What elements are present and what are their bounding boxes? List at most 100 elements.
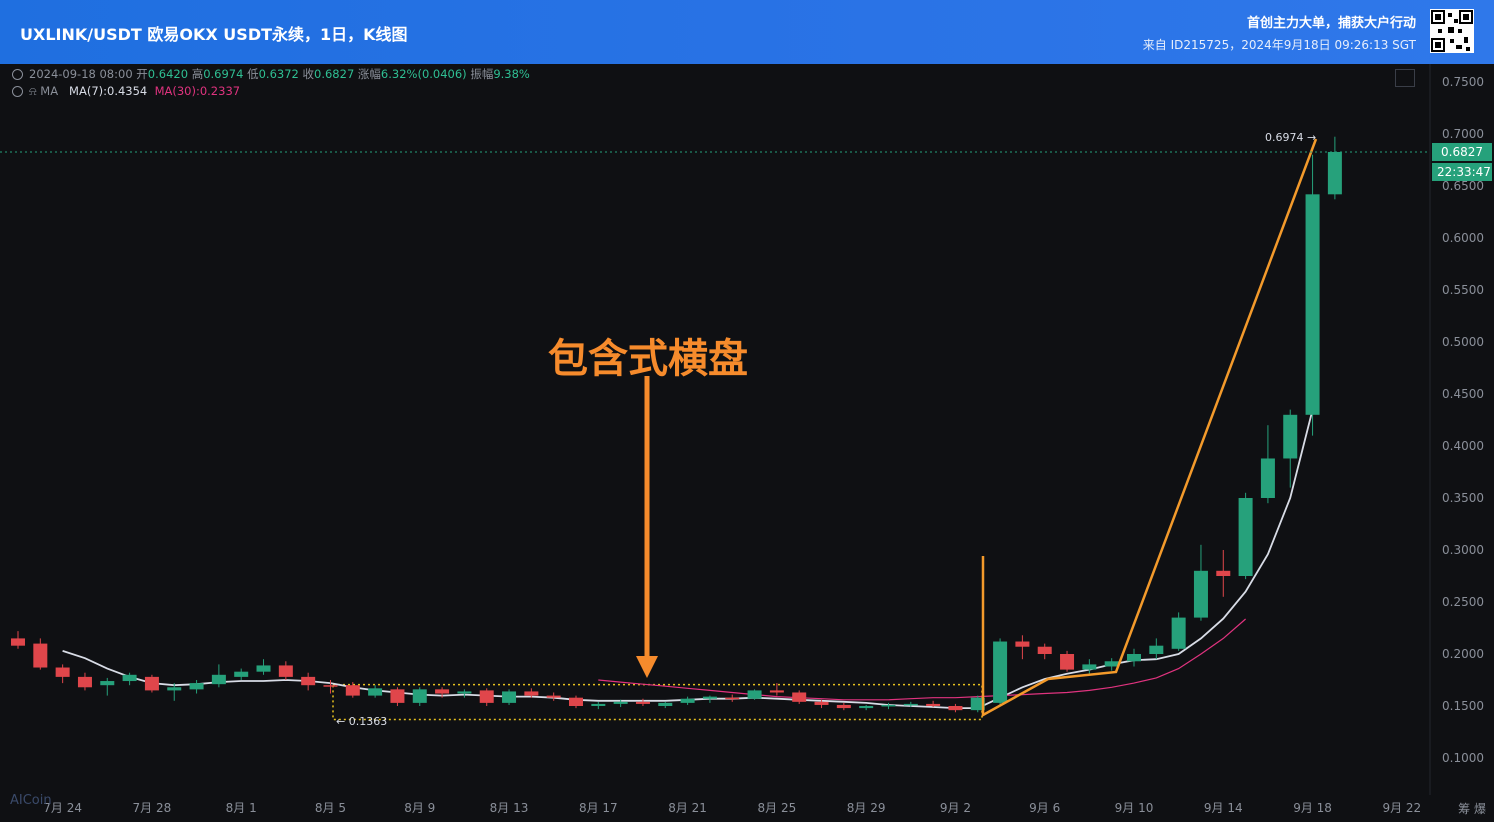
consolidation-box (332, 683, 983, 721)
amplitude-label: 振幅 (470, 67, 494, 81)
candle-body (55, 667, 70, 677)
y-tick-label: 0.2000 (1442, 647, 1484, 661)
low-label: 低 (247, 67, 259, 81)
x-tick-label: 8月 25 (758, 801, 797, 815)
candle-body (278, 665, 293, 677)
high-marker: 0.6974 → (1265, 131, 1316, 144)
x-tick-label: 9月 18 (1293, 801, 1332, 815)
y-tick-label: 0.7500 (1442, 75, 1484, 89)
x-tick-label: 9月 14 (1204, 801, 1243, 815)
x-tick-label: 9月 6 (1029, 801, 1060, 815)
candle-body (11, 638, 25, 646)
candle-body (613, 701, 628, 704)
candle-body (1305, 194, 1320, 415)
open-label: 开 (136, 67, 148, 81)
low-value: 0.6372 (258, 67, 299, 81)
ma-label: MA (40, 84, 59, 98)
candle-body (769, 690, 784, 693)
ma30-line (598, 618, 1246, 701)
candle-body (1104, 661, 1119, 667)
x-tick-label: 8月 29 (847, 801, 886, 815)
candle-body (970, 697, 985, 711)
candle-body (33, 643, 48, 668)
candle-body (903, 703, 918, 706)
change-label: 涨幅 (357, 67, 381, 81)
source-text: 来自 ID215725，2024年9月18日 09:26:13 SGT (1142, 38, 1416, 52)
x-tick-label: 8月 13 (490, 801, 529, 815)
candle-body (926, 703, 941, 706)
bell-icon[interactable]: ⍾ (29, 84, 37, 98)
candle-body (435, 689, 450, 694)
x-tick-label: 8月 21 (668, 801, 707, 815)
candle-body (1015, 641, 1030, 647)
slogan-text: 首创主力大单，捕获大户行动 (1246, 16, 1416, 31)
candle-body (1127, 654, 1141, 662)
x-tick-label: 8月 17 (579, 801, 618, 815)
y-tick-label: 0.1500 (1442, 699, 1484, 713)
candle-body (1171, 617, 1186, 649)
candle-body (167, 687, 182, 691)
x-tick-label: 8月 5 (315, 801, 346, 815)
qr-code-icon (1430, 9, 1474, 53)
candle-body (569, 697, 583, 706)
expand-icon[interactable] (1395, 69, 1415, 87)
candle-body (234, 671, 249, 677)
candle-body (301, 676, 316, 686)
candle-body (345, 685, 360, 696)
chevron-circle-icon[interactable] (12, 86, 23, 97)
bottom-right-tools[interactable]: 筹 爆 (1458, 802, 1486, 816)
annotation-arrow-head (636, 656, 658, 678)
change-value: 6.32%(0.0406) (380, 67, 467, 81)
candle-body (211, 674, 226, 685)
candle-body (725, 697, 740, 700)
candle-body (1260, 458, 1275, 498)
candle-body (144, 676, 159, 691)
candle-body (702, 696, 717, 699)
candle-body (1327, 151, 1342, 195)
candle-body (479, 690, 494, 703)
candle-body (859, 706, 874, 709)
candle-body (524, 691, 539, 696)
ma7-label: MA(7):0.4354 (69, 84, 148, 98)
x-tick-label: 8月 1 (226, 801, 257, 815)
candle-body (502, 691, 517, 703)
candle-body (122, 674, 137, 682)
countdown-box (1432, 162, 1492, 181)
candle-body (1082, 664, 1097, 670)
ohlc-date: 2024-09-18 08:00 (29, 67, 133, 81)
candle-body (1216, 570, 1231, 576)
ma30-label: MA(30):0.2337 (154, 84, 241, 98)
ma-legend: ⍾ MA MA(7):0.4354 MA(30):0.2337 (12, 84, 240, 99)
candle-body (368, 688, 383, 696)
x-tick-label: 9月 22 (1382, 801, 1421, 815)
ohlc-readout: 2024-09-18 08:00 开0.6420 高0.6974 低0.6372… (12, 66, 530, 82)
x-tick-label: 7月 28 (133, 801, 172, 815)
y-tick-label: 0.7000 (1442, 127, 1484, 141)
y-tick-label: 0.1000 (1442, 751, 1484, 765)
candle-body (1193, 570, 1208, 618)
y-tick-label: 0.3500 (1442, 491, 1484, 505)
settings-circle-icon[interactable] (12, 69, 23, 80)
candle-body (1060, 654, 1075, 670)
candle-body (256, 665, 271, 672)
candle-body (814, 701, 829, 705)
annotation-trendline (981, 138, 1318, 718)
candle-body (635, 701, 650, 704)
open-value: 0.6420 (147, 67, 189, 81)
candle-body (747, 690, 762, 699)
y-tick-label: 0.4500 (1442, 387, 1484, 401)
candle-body (390, 689, 405, 703)
amplitude-value: 9.38% (493, 67, 530, 81)
close-label: 收 (302, 67, 315, 81)
high-label: 高 (191, 67, 204, 81)
candle-body (881, 704, 896, 707)
candle-body (189, 683, 204, 690)
candle-body (792, 692, 807, 702)
y-tick-label: 0.6500 (1442, 179, 1484, 193)
countdown-label: 22:33:47 (1437, 165, 1491, 179)
candle-body (457, 691, 472, 694)
candle-body (836, 704, 851, 709)
x-tick-label: 9月 2 (940, 801, 971, 815)
high-value: 0.6974 (203, 67, 244, 81)
